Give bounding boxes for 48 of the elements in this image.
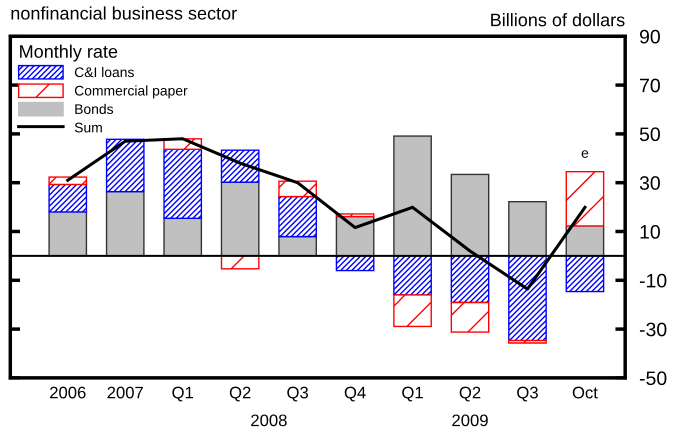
y-tick-label: -30 (640, 322, 666, 336)
chart-title: nonfinancial business sector (12, 6, 237, 20)
x-tick-label: Q2 (230, 386, 250, 402)
text: 2009 (452, 414, 488, 426)
bar (48, 211, 88, 257)
x-tick-label: Q3 (287, 386, 308, 402)
y-tick-label: -10 (640, 274, 666, 288)
bar (393, 255, 432, 296)
bar (566, 171, 604, 227)
bar (48, 184, 88, 213)
bar (393, 294, 432, 328)
legend-label: C&I loans (74, 66, 134, 78)
legend-label: Sum (74, 122, 102, 132)
y-axis-title: Billions of dollars (491, 13, 625, 26)
bar (508, 201, 547, 257)
text: 2008 (251, 414, 287, 426)
bar (566, 255, 604, 292)
y-tick-label: 50 (640, 127, 660, 142)
x-tick-label: Q1 (402, 386, 423, 402)
y-tick-label: 90 (640, 30, 660, 44)
bar (450, 302, 490, 333)
bar (393, 135, 432, 257)
x-tick-label: 2007 (108, 386, 143, 398)
bar (106, 138, 145, 192)
y-tick-label: 30 (640, 176, 660, 190)
y-tick-label: -50 (640, 371, 666, 386)
y-tick-label: 10 (640, 224, 660, 239)
x-tick-label: Oct (572, 386, 598, 398)
legend-title: Monthly rate (20, 44, 118, 62)
bar (163, 148, 202, 220)
x-tick-label: Q3 (517, 386, 538, 402)
bar (163, 218, 202, 257)
x-tick-label: Q4 (344, 386, 366, 402)
bar (450, 174, 490, 257)
bar (106, 191, 145, 257)
annotation: e (582, 150, 588, 158)
bar (278, 196, 317, 238)
bar (220, 182, 260, 257)
y-tick-label: 70 (640, 78, 660, 92)
x-tick-label: Q2 (460, 386, 480, 402)
legend-label: Bonds (75, 104, 114, 114)
bar (450, 255, 490, 304)
x-tick-label: Q1 (172, 386, 193, 402)
legend-label: Commercial paper (74, 85, 188, 98)
bar (508, 255, 547, 342)
bar (508, 340, 547, 344)
bar (48, 176, 88, 186)
x-tick-label: 2006 (50, 386, 86, 398)
